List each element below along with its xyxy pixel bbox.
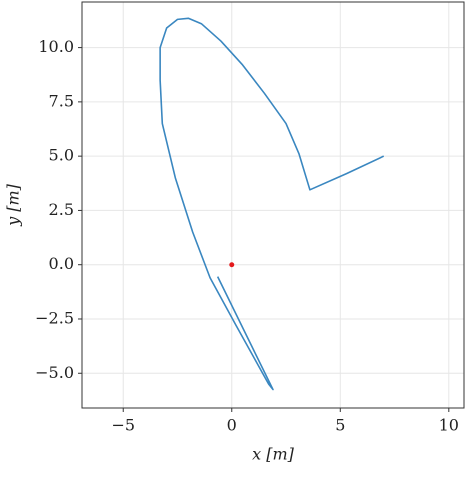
y-tick-label: 5.0 [49, 146, 74, 165]
y-tick-label: 7.5 [49, 91, 74, 110]
x-tick-label: −5 [111, 416, 135, 435]
x-axis-label: x [m] [252, 445, 295, 464]
y-tick-label: 2.5 [49, 200, 74, 219]
y-tick-label: −5.0 [35, 363, 74, 382]
x-tick-label: 0 [227, 416, 237, 435]
point [229, 262, 235, 268]
plot-frame [81, 1, 465, 409]
trajectory-line [159, 17, 385, 391]
x-tick-label: 5 [335, 416, 345, 435]
y-tick-label: 10.0 [38, 37, 74, 56]
x-tick-label: 10 [439, 416, 459, 435]
y-axis-label: y [m] [4, 183, 23, 227]
y-tick-label: 0.0 [49, 254, 74, 273]
y-tick-label: −2.5 [35, 308, 74, 327]
